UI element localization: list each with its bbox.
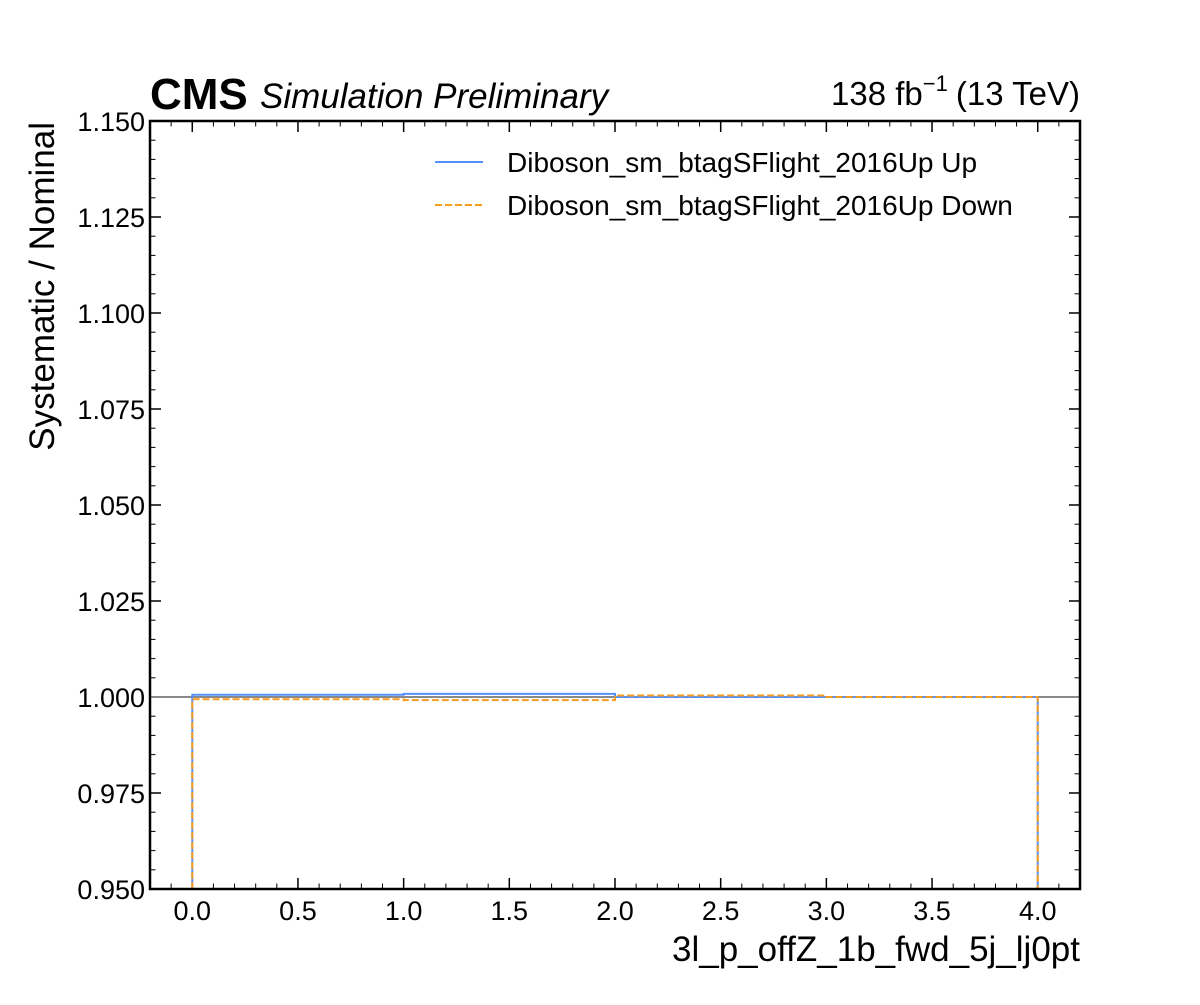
y-tick-label: 1.075 — [77, 395, 145, 425]
plot-frame — [148, 119, 1082, 891]
luminosity-exponent: −1 — [923, 71, 948, 96]
energy-label: (13 TeV) — [956, 75, 1080, 112]
x-tick-label: 3.0 — [808, 896, 846, 926]
x-tick-label: 0.0 — [173, 896, 211, 926]
x-axis-title: 3l_p_offZ_1b_fwd_5j_lj0pt — [672, 930, 1080, 969]
x-tick-label: 1.0 — [385, 896, 423, 926]
x-tick-label: 3.5 — [913, 896, 951, 926]
cms-label: CMS — [150, 70, 248, 119]
y-tick-label: 1.000 — [77, 683, 145, 713]
legend-label: Diboson_sm_btagSFlight_2016Up Up — [507, 147, 977, 178]
luminosity-value: 138 fb — [831, 75, 923, 112]
series-line-down — [191, 694, 1039, 889]
x-tick-label: 2.0 — [596, 896, 634, 926]
legend: Diboson_sm_btagSFlight_2016Up Up Diboson_… — [435, 147, 1013, 221]
x-tick-label: 2.5 — [702, 896, 740, 926]
y-tick-label: 1.125 — [77, 203, 145, 233]
x-tick-label: 1.5 — [491, 896, 529, 926]
simulation-preliminary-label: Simulation Preliminary — [260, 77, 611, 116]
data-series — [150, 692, 1080, 889]
y-tick-label: 0.950 — [77, 875, 145, 905]
series-line-up — [191, 692, 1039, 889]
y-tick-label: 0.975 — [77, 779, 145, 809]
x-tick-label: 4.0 — [1019, 896, 1057, 926]
luminosity-label: 138 fb−1 (13 TeV) — [831, 71, 1080, 112]
axis-ticks: 0.0 0.5 1.0 1.5 2.0 2.5 3.0 3.5 4.0 0.950 0.975 1.0… — [77, 107, 1080, 926]
y-tick-label: 1.150 — [77, 107, 145, 137]
legend-label: Diboson_sm_btagSFlight_2016Up Down — [507, 190, 1013, 221]
y-tick-label: 1.050 — [77, 491, 145, 521]
y-axis-title: Systematic / Nominal — [23, 122, 62, 451]
y-tick-label: 1.100 — [77, 299, 145, 329]
x-tick-label: 0.5 — [279, 896, 317, 926]
y-tick-label: 1.025 — [77, 587, 145, 617]
